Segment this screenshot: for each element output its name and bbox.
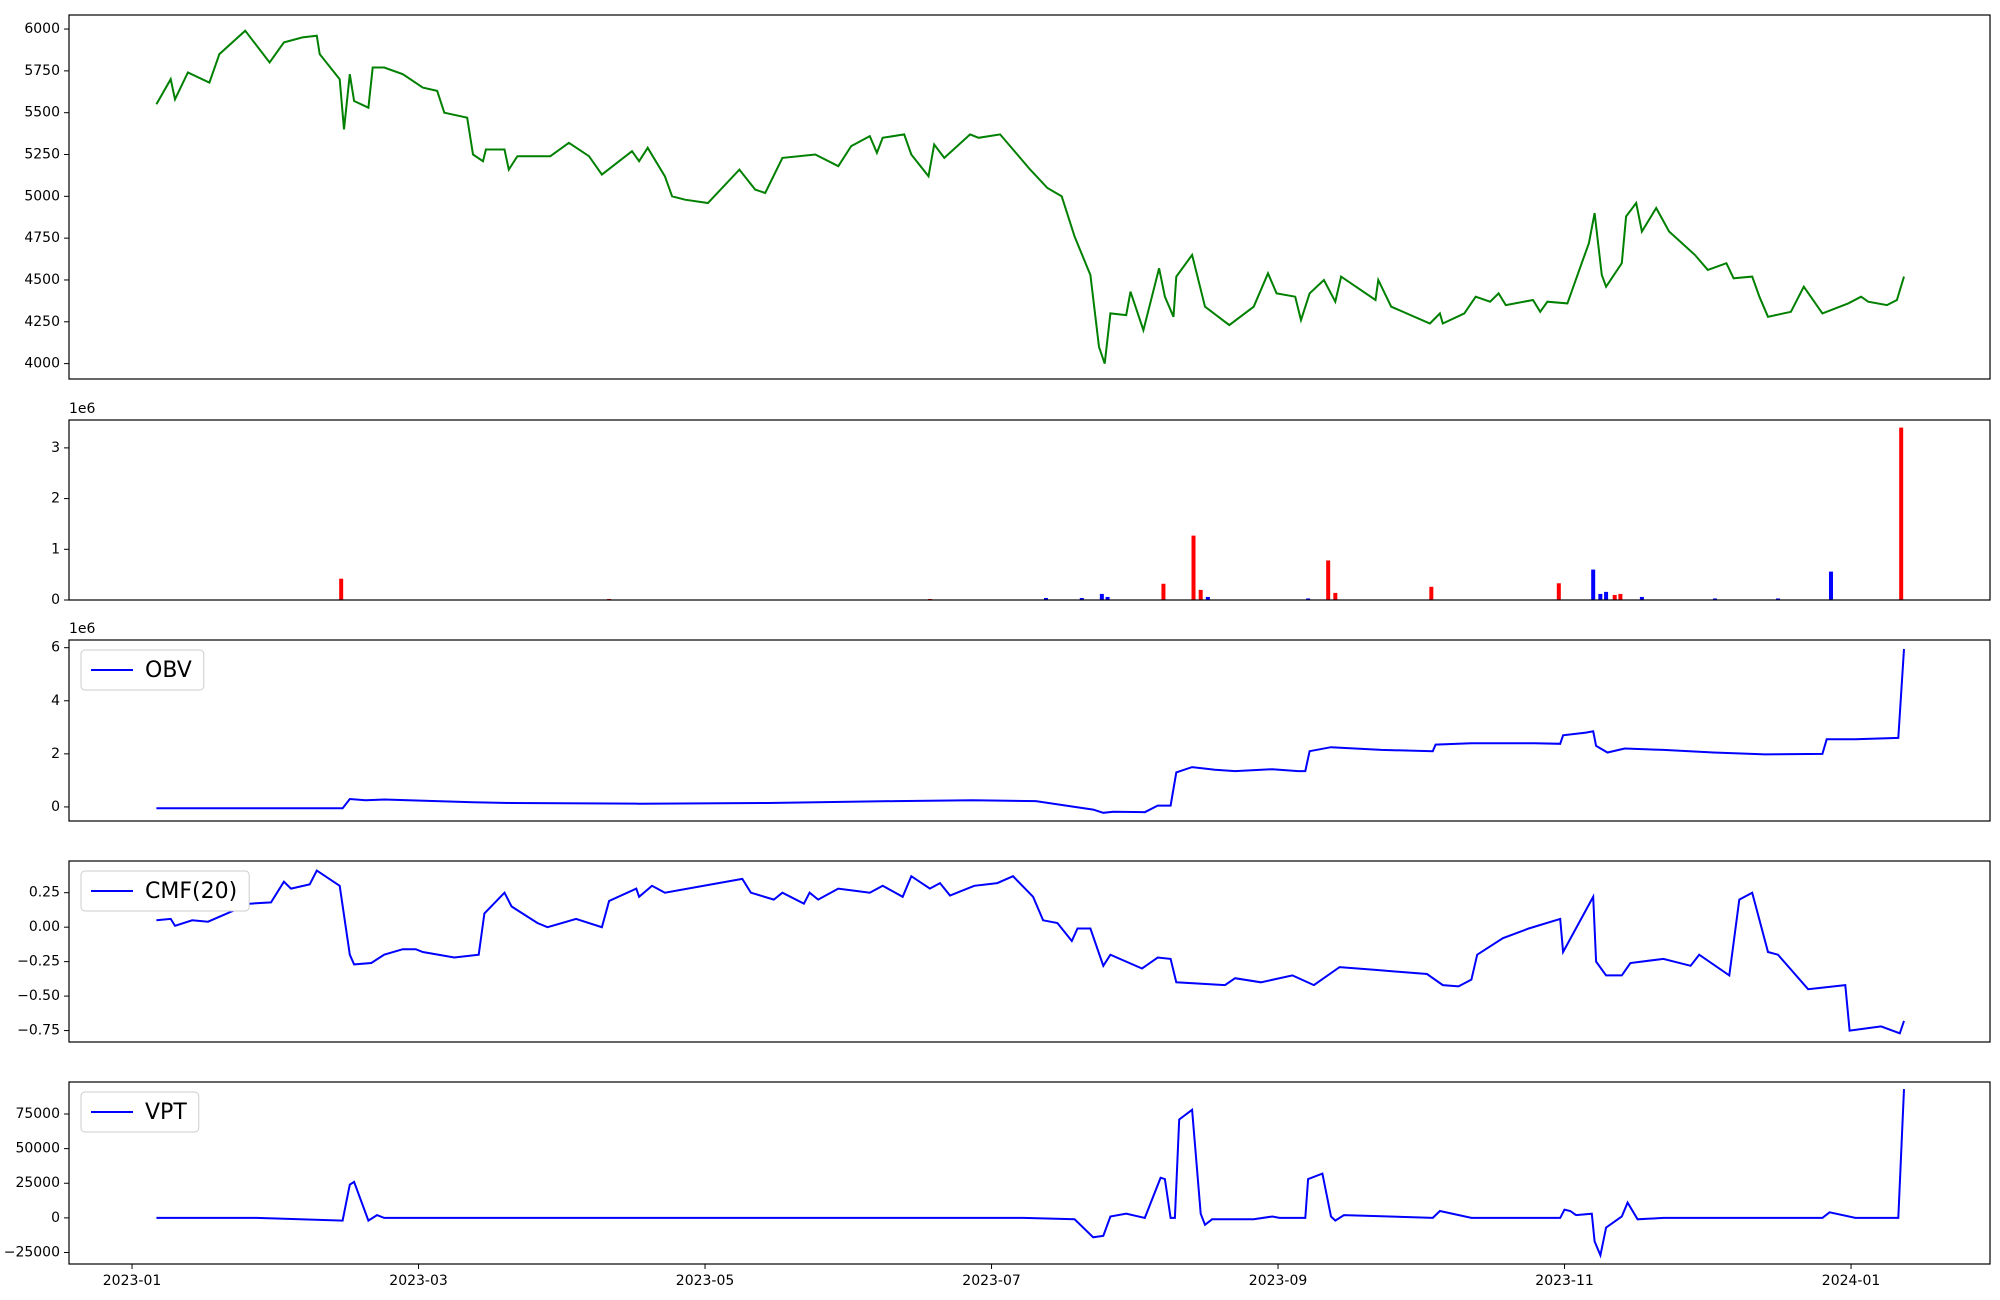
y-tick-label: 75000	[15, 1106, 60, 1122]
bar	[1105, 596, 1110, 600]
axes-frame	[68, 14, 1991, 380]
axes-frame	[68, 419, 1991, 601]
bar	[1198, 589, 1203, 600]
y-tick-label: 4750	[24, 230, 60, 246]
panel: −25000 0 25000 50000 75000 2023-01 2023-03 2023…	[4, 1081, 1991, 1289]
x-tick-label: 2024-01	[1822, 1273, 1881, 1289]
bar	[1612, 594, 1617, 600]
axes-frame	[68, 1081, 1991, 1265]
y-tick-label: 25000	[15, 1175, 60, 1191]
x-tick-label: 2023-03	[389, 1273, 448, 1289]
bar	[1712, 598, 1717, 600]
bar	[1099, 593, 1104, 600]
y-offset-label: 1e6	[69, 401, 96, 417]
panel: −0.75 −0.50 −0.25 0.00 0.25 CMF(20)	[17, 860, 1991, 1043]
line	[156, 869, 1905, 1035]
y-tick-label: 5500	[24, 105, 60, 121]
line	[156, 648, 1905, 814]
x-tick-label: 2023-11	[1535, 1273, 1594, 1289]
legend-box	[80, 649, 205, 691]
bar	[1043, 597, 1048, 600]
bar	[1828, 571, 1833, 600]
y-tick-label: −0.50	[17, 988, 60, 1004]
y-tick-label: 3	[51, 440, 60, 456]
bar	[1618, 593, 1623, 600]
bar	[1604, 591, 1609, 600]
line	[155, 29, 1905, 364]
bar	[1306, 598, 1311, 600]
legend: OBV	[80, 649, 205, 691]
bar	[1326, 560, 1331, 600]
bar	[1429, 586, 1434, 600]
y-tick-label: 6000	[24, 21, 60, 37]
bar	[1191, 535, 1196, 600]
y-tick-label: −0.75	[17, 1023, 60, 1039]
legend-label: VPT	[145, 1100, 187, 1125]
line	[156, 1089, 1905, 1259]
y-tick-label: −25000	[4, 1245, 60, 1261]
y-tick-label: 6	[51, 640, 60, 656]
x-tick-label: 2023-09	[1249, 1273, 1308, 1289]
bar	[1079, 597, 1084, 600]
y-tick-label: 2	[51, 491, 60, 507]
y-tick-label: −0.25	[17, 954, 60, 970]
x-tick-label: 2023-01	[103, 1273, 162, 1289]
y-tick-label: 5750	[24, 63, 60, 79]
bar	[1899, 427, 1904, 600]
bar	[1161, 583, 1166, 600]
legend-label: CMF(20)	[145, 879, 237, 904]
y-tick-label: 4250	[24, 314, 60, 330]
bar	[1556, 583, 1561, 600]
bar	[1205, 596, 1210, 600]
bar	[1333, 592, 1338, 600]
y-tick-label: 0.00	[29, 919, 60, 935]
bar	[1775, 598, 1780, 600]
bar	[1598, 593, 1603, 600]
y-tick-label: 0.25	[29, 885, 60, 901]
bar	[339, 578, 344, 600]
y-tick-label: 4000	[24, 356, 60, 372]
panel: 0 2 4 6 1e6 OBV	[51, 621, 1991, 822]
legend-box	[80, 1091, 200, 1133]
y-tick-label: 50000	[15, 1141, 60, 1157]
y-tick-label: 0	[51, 799, 60, 815]
y-tick-label: 0	[51, 592, 60, 608]
legend-box	[80, 870, 250, 912]
x-tick-label: 2023-05	[676, 1273, 735, 1289]
axes-frame	[68, 860, 1991, 1043]
axes-frame	[68, 639, 1991, 822]
y-tick-label: 5250	[24, 147, 60, 163]
y-offset-label: 1e6	[69, 621, 96, 637]
y-tick-label: 5000	[24, 188, 60, 204]
legend: CMF(20)	[80, 870, 250, 912]
y-tick-label: 4	[51, 693, 60, 709]
y-tick-label: 2	[51, 746, 60, 762]
x-tick-label: 2023-07	[962, 1273, 1021, 1289]
legend-label: OBV	[145, 658, 192, 683]
bar	[1639, 596, 1644, 600]
y-tick-label: 1	[51, 541, 60, 557]
y-tick-label: 4500	[24, 272, 60, 288]
bar	[1591, 569, 1596, 600]
y-tick-label: 0	[51, 1210, 60, 1226]
panel: 0 1 2 3 1e6	[51, 401, 1991, 608]
panel: 4000 4250 4500 4750 5000 5250 5500 5750 6000	[24, 14, 1991, 380]
legend: VPT	[80, 1091, 200, 1133]
